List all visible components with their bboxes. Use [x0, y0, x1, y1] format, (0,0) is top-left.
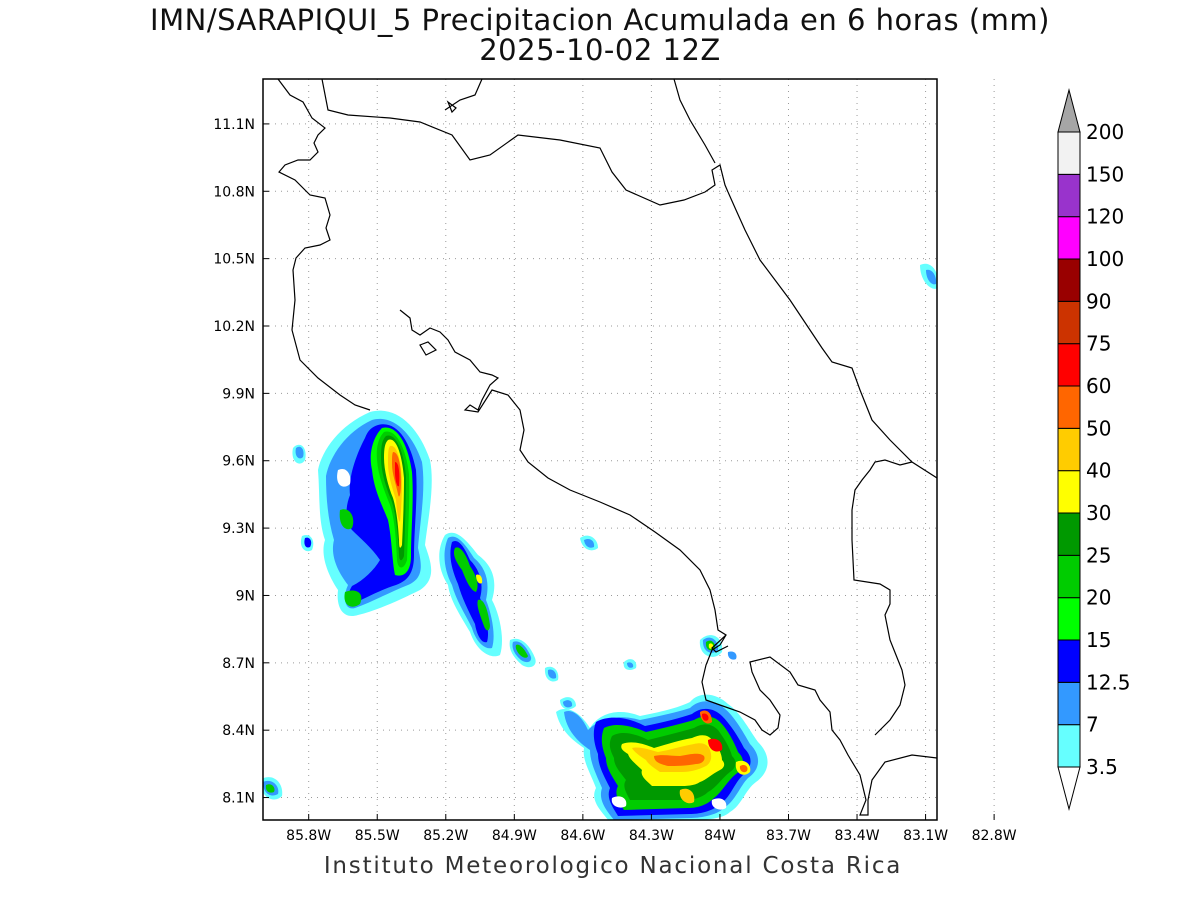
lon-tick-label: 82.8W [972, 828, 1017, 844]
precipitation-field [263, 263, 937, 820]
colorbar-upper-arrow [1057, 88, 1081, 133]
colorbar-label: 150 [1086, 162, 1124, 186]
colorbar-label: 12.5 [1086, 670, 1131, 694]
lon-tick-label: 84.9W [492, 828, 537, 844]
map-title: IMN/SARAPIQUI_5 Precipitacion Acumulada … [150, 3, 1050, 37]
colorbar-band [1057, 724, 1081, 768]
colorbar-band [1057, 597, 1081, 641]
longitude-axis: 85.8W 85.5W 85.2W 84.9W 84.6W 84.3W 84W 83.7W 83… [286, 814, 1017, 844]
lat-tick-label: 8.7N [222, 656, 255, 672]
colorbar: 3.5 7 12.5 15 20 25 30 40 50 60 75 90 100 120 150 200 [1057, 88, 1131, 811]
lon-tick-label: 83.1W [903, 828, 948, 844]
lat-tick-label: 10.2N [213, 319, 255, 335]
lon-tick-label: 85.2W [423, 828, 468, 844]
map-date: 2025-10-02 12Z [479, 33, 721, 67]
colorbar-band [1057, 639, 1081, 683]
lon-tick-label: 84.6W [560, 828, 605, 844]
lat-tick-label: 9.3N [222, 521, 255, 537]
colorbar-label: 30 [1086, 501, 1111, 525]
latitude-axis: 8.1N 8.4N 8.7N 9N 9.3N 9.6N 9.9N 10.2N 10.5N 10.8… [213, 117, 269, 807]
colorbar-label: 20 [1086, 586, 1111, 610]
colorbar-band [1057, 512, 1081, 556]
rain-cell-nicoya [318, 410, 432, 617]
colorbar-label: 60 [1086, 374, 1111, 398]
colorbar-label: 90 [1086, 289, 1111, 313]
colorbar-band [1057, 554, 1081, 599]
lat-tick-label: 9.6N [222, 454, 255, 470]
colorbar-lower-arrow [1057, 766, 1081, 811]
lon-tick-label: 85.8W [286, 828, 331, 844]
colorbar-label: 100 [1086, 247, 1124, 271]
lon-tick-label: 83.7W [766, 828, 811, 844]
lat-tick-label: 10.8N [213, 184, 255, 200]
colorbar-label: 15 [1086, 628, 1111, 652]
rain-cell-small-west [263, 263, 937, 800]
colorbar-band [1057, 300, 1081, 345]
rain-band-gulf [439, 532, 637, 682]
colorbar-band [1057, 131, 1081, 175]
rain-cell-border [699, 635, 737, 660]
colorbar-label: 75 [1086, 332, 1111, 356]
colorbar-label: 120 [1086, 205, 1124, 229]
colorbar-band [1057, 258, 1081, 302]
colorbar-band [1057, 173, 1081, 218]
colorbar-label: 7 [1086, 713, 1099, 737]
colorbar-label: 50 [1086, 416, 1111, 440]
colorbar-band [1057, 343, 1081, 387]
lon-tick-label: 85.5W [355, 828, 400, 844]
colorbar-band [1057, 470, 1081, 514]
rain-cell-south [556, 694, 768, 820]
lat-tick-label: 8.4N [222, 723, 255, 739]
colorbar-label: 200 [1086, 120, 1124, 144]
colorbar-band [1057, 216, 1081, 260]
colorbar-band [1057, 427, 1081, 472]
credit-line: Instituto Meteorologico Nacional Costa R… [323, 853, 903, 879]
lon-tick-label: 84.3W [629, 828, 674, 844]
lon-tick-label: 84W [704, 828, 736, 844]
lat-tick-label: 9N [236, 588, 255, 604]
colorbar-label: 3.5 [1086, 755, 1118, 779]
lon-tick-label: 83.4W [835, 828, 880, 844]
coastline [277, 79, 937, 816]
colorbar-label: 25 [1086, 543, 1111, 567]
colorbar-label: 40 [1086, 459, 1111, 483]
lat-tick-label: 9.9N [222, 386, 255, 402]
map-frame [262, 78, 938, 821]
colorbar-band [1057, 681, 1081, 726]
lat-tick-label: 10.5N [213, 252, 255, 268]
colorbar-band [1057, 385, 1081, 429]
lat-tick-label: 11.1N [213, 117, 255, 133]
lat-tick-label: 8.1N [222, 791, 255, 807]
